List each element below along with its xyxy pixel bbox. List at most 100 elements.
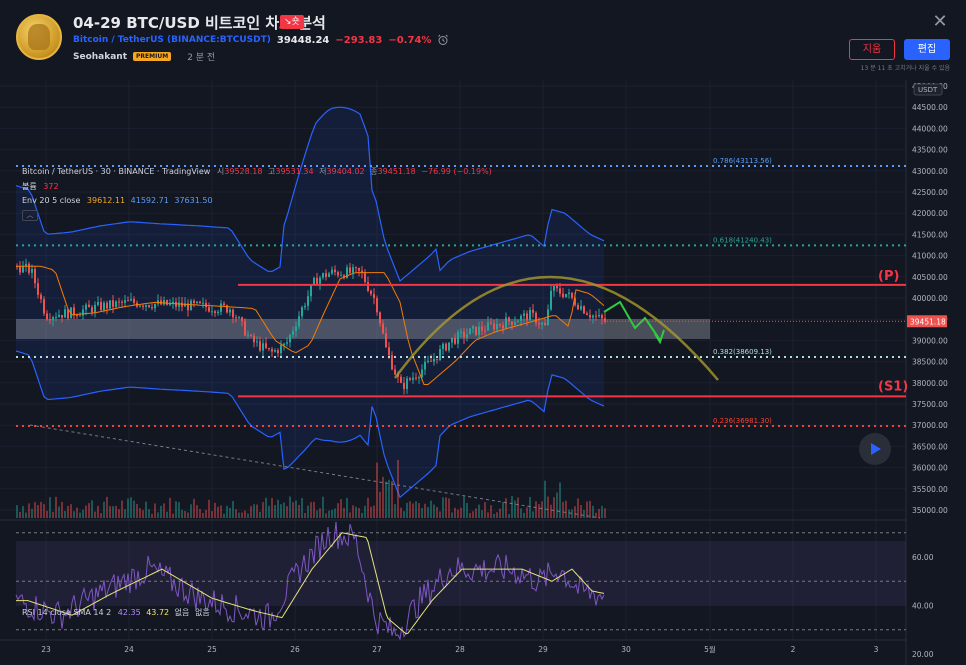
candle-body (43, 299, 45, 314)
candle-body (205, 302, 207, 308)
alarm-clock-icon[interactable] (437, 34, 449, 46)
edit-button[interactable]: 편집 (904, 39, 950, 60)
pivot-label: (P) (878, 269, 899, 284)
candle-body (574, 297, 576, 305)
candle-body (586, 313, 588, 315)
price-tick-label: 36000.00 (912, 464, 948, 473)
price-tick-label: 42500.00 (912, 188, 948, 197)
candle-body (400, 376, 402, 383)
symbol-change: −293.83 (335, 34, 383, 46)
legend-close: 39451.18 (377, 167, 416, 176)
volume-bar (49, 497, 51, 518)
volume-bar (160, 505, 162, 518)
author-name[interactable]: Seohakant (73, 51, 128, 62)
volume-bar (343, 507, 345, 518)
candle-body (124, 300, 126, 303)
volume-bar (46, 510, 48, 518)
price-tick-label: 35000.00 (912, 506, 948, 515)
candle-body (259, 341, 261, 351)
candle-body (277, 350, 279, 354)
rsi-sma-line (16, 532, 605, 635)
volume-bar (121, 500, 123, 518)
volume-bar (214, 502, 216, 518)
candle-body (406, 378, 408, 389)
volume-bar (448, 498, 450, 518)
volume-bar (493, 513, 495, 518)
candle-body (541, 322, 543, 325)
volume-bar (334, 508, 336, 518)
volume-bar (301, 498, 303, 518)
candle-body (508, 317, 510, 322)
volume-bar (16, 505, 18, 518)
replay-button[interactable] (859, 433, 891, 465)
publish-time: 2 분 전 (187, 53, 216, 63)
candle-body (175, 301, 177, 307)
candle-body (487, 322, 489, 331)
volume-bar (250, 506, 252, 518)
candle-body (289, 334, 291, 343)
candle-body (193, 300, 195, 303)
candle-body (505, 317, 507, 329)
candle-body (313, 277, 315, 285)
legend-open: 39528.18 (224, 167, 263, 176)
candle-body (199, 301, 201, 304)
legend-collapse-button[interactable]: ︿ (22, 210, 38, 221)
volume-bar (595, 512, 597, 518)
candle-body (172, 301, 174, 304)
price-tick-label: 44500.00 (912, 103, 948, 112)
env-legend: Env 20 5 close 39612.11 41592.71 37631.5… (22, 196, 213, 205)
volume-bar (67, 505, 69, 518)
delete-button[interactable]: 지움 (849, 39, 895, 60)
volume-bar (562, 501, 564, 518)
volume-bar (175, 501, 177, 518)
volume-bar (166, 511, 168, 518)
candle-body (238, 317, 240, 319)
time-tick-label: 24 (124, 645, 134, 654)
chart-area[interactable]: 0.786(43113.56) 0.618(41240.43) 0.382(3860… (0, 80, 966, 665)
candle-body (232, 309, 234, 318)
rsi-tick-label: 60.00 (912, 553, 934, 562)
volume-bar (199, 508, 201, 518)
volume-bar (532, 511, 534, 518)
close-icon[interactable]: ✕ (932, 11, 948, 32)
last-price-label: 39451.18 (910, 317, 946, 326)
volume-bar (421, 507, 423, 518)
volume-bar (466, 502, 468, 518)
candle-body (520, 315, 522, 321)
volume-bar (178, 502, 180, 518)
candle-body (286, 342, 288, 344)
volume-bar (436, 507, 438, 518)
candle-body (148, 305, 150, 308)
candle-body (601, 314, 603, 319)
candle-body (82, 309, 84, 316)
price-chart[interactable]: 0.786(43113.56) 0.618(41240.43) 0.382(3860… (0, 80, 966, 665)
candle-body (595, 315, 597, 317)
author-avatar[interactable] (16, 14, 62, 60)
candle-body (412, 377, 414, 380)
candle-body (112, 300, 114, 307)
volume-bar (244, 510, 246, 518)
volume-bar (397, 459, 399, 518)
volume-bar (172, 513, 174, 518)
candle-body (355, 267, 357, 269)
volume-bar (28, 503, 30, 518)
candle-body (343, 275, 345, 278)
candle-body (202, 302, 204, 304)
volume-bar (190, 504, 192, 518)
legend-change: −76.99 (−0.19%) (421, 167, 492, 176)
volume-bar (403, 511, 405, 518)
projection-arrow (603, 300, 661, 341)
candle-body (49, 319, 51, 321)
premium-badge: PREMIUM (133, 52, 172, 61)
candle-body (55, 316, 57, 318)
symbol-link[interactable]: Bitcoin / TetherUS (BINANCE:BTCUSDT) (73, 35, 271, 45)
rsi-value: 42.35 (117, 608, 141, 617)
time-tick-label: 23 (41, 645, 51, 654)
candle-body (499, 324, 501, 326)
volume-bar (475, 508, 477, 518)
volume-bar (241, 512, 243, 518)
price-tick-label: 41000.00 (912, 252, 948, 261)
legend-symbol-title[interactable]: Bitcoin / TetherUS · 30 · BINANCE · Trad… (22, 167, 211, 176)
candle-body (367, 282, 369, 291)
candle-body (127, 300, 129, 302)
